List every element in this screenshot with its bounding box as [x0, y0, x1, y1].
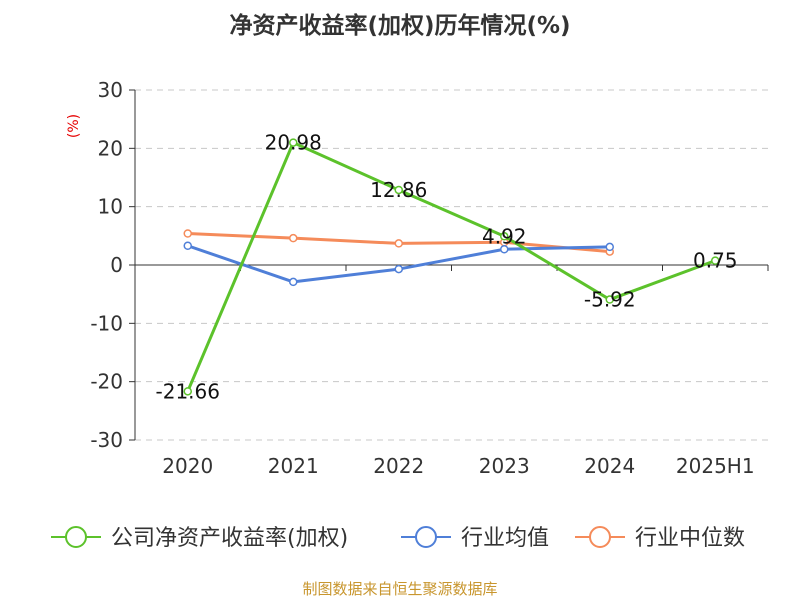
series-line: [187, 244, 610, 284]
data-label: -21.66: [156, 379, 220, 403]
series-point: [289, 138, 298, 147]
y-tick-label: 0: [110, 253, 123, 277]
legend-swatch-marker: [415, 526, 437, 548]
series-line: [186, 141, 716, 392]
series-point: [289, 277, 298, 287]
source-note: 制图数据来自恒生聚源数据库: [302, 580, 497, 598]
legend: 公司净资产收益率(加权) 行业均值 行业中位数: [51, 526, 745, 551]
series-point: [605, 295, 614, 304]
axes: -30 -20 -10 0 10 20 30 2020 2021 2022 2023 2024 2025…: [90, 78, 769, 478]
series-point: [394, 185, 403, 195]
y-tick-label: 10: [98, 195, 123, 219]
x-tick-label: 2022: [373, 454, 424, 478]
series-point: [500, 232, 509, 241]
y-tick-label: -20: [90, 370, 123, 394]
y-tick-label: -10: [90, 311, 123, 335]
series-point: [183, 241, 192, 250]
x-tick-label: 2024: [584, 454, 635, 478]
legend-item: 行业均值: [401, 526, 549, 551]
series-point: [394, 264, 403, 274]
x-tick-label: 2021: [268, 454, 319, 478]
data-label: 12.86: [370, 178, 427, 202]
legend-swatch-marker: [65, 526, 87, 548]
x-tick-label: 2023: [479, 454, 530, 478]
data-label: 0.75: [693, 249, 738, 273]
series-point: [289, 233, 298, 243]
data-label: 4.92: [482, 224, 527, 248]
x-tick-label: 2025H1: [676, 454, 755, 478]
legend-label: 行业中位数: [635, 526, 745, 551]
data-label: 20.98: [265, 131, 322, 155]
series-point: [500, 245, 509, 254]
y-tick-label: -30: [90, 428, 123, 452]
legend-item: 行业中位数: [575, 526, 745, 551]
series-layer: [183, 138, 720, 396]
y-axis-label: (%): [66, 114, 82, 138]
series-point: [605, 242, 614, 252]
data-labels: -21.66 20.98 12.86 4.92 -5.92 0.75: [156, 131, 738, 404]
y-tick-label: 30: [98, 78, 123, 102]
series-point: [394, 239, 403, 248]
series-point: [711, 256, 720, 265]
series-point: [183, 387, 192, 396]
chart-title: 净资产收益率(加权)历年情况(%): [229, 12, 570, 39]
x-tick-label: 2020: [162, 454, 213, 478]
data-label: -5.92: [584, 288, 636, 312]
legend-swatch-marker: [589, 526, 611, 548]
y-tick-label: 20: [98, 136, 123, 160]
legend-label: 公司净资产收益率(加权): [111, 526, 348, 551]
legend-label: 行业均值: [461, 526, 549, 551]
legend-item: 公司净资产收益率(加权): [51, 526, 348, 551]
series-point: [183, 229, 192, 238]
